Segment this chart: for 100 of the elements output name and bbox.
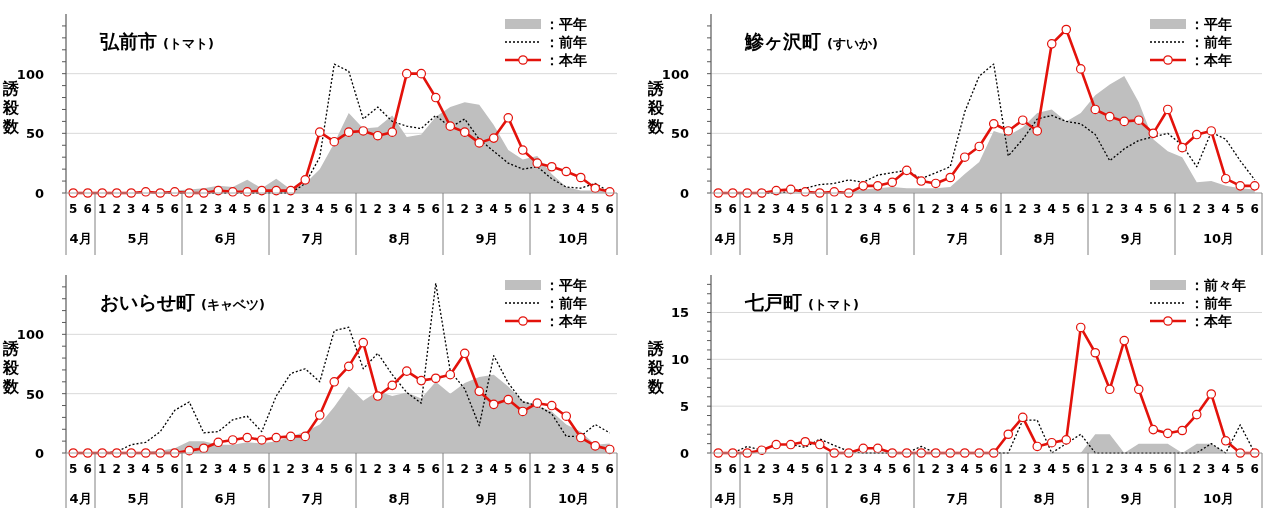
x-tick-label: 5 xyxy=(1062,462,1071,476)
y-tick-label: 0 xyxy=(34,446,44,461)
text: 8月 xyxy=(388,491,411,506)
text: (トマト) xyxy=(163,36,214,51)
x-tick-label: 5 xyxy=(243,462,252,476)
x-tick-label: 2 xyxy=(844,202,853,216)
point xyxy=(1061,24,1072,35)
point xyxy=(1017,412,1028,423)
point xyxy=(401,68,412,79)
x-tick-label: 2 xyxy=(199,202,208,216)
text: 9月 xyxy=(475,491,498,506)
text: (すいか) xyxy=(827,36,878,51)
x-tick-label: 2 xyxy=(112,202,121,216)
x-tick-label: 1 xyxy=(743,462,752,476)
text: 鰺ヶ沢町 xyxy=(744,30,821,52)
x-tick-label: 6 xyxy=(989,202,998,216)
x-tick-label: 4 xyxy=(1221,462,1230,476)
x-tick-label: 2 xyxy=(460,462,469,476)
x-tick-label: 4 xyxy=(141,462,150,476)
x-tick-label: 4 xyxy=(960,462,969,476)
text: 8月 xyxy=(1033,491,1056,506)
x-tick-label: 2 xyxy=(460,202,469,216)
text: 5月 xyxy=(772,231,795,246)
x-tick-label: 4 xyxy=(402,202,411,216)
x-tick-label: 1 xyxy=(359,202,368,216)
x-tick-label: 3 xyxy=(127,462,136,476)
x-tick-label: 1 xyxy=(1178,462,1187,476)
x-tick-label: 6 xyxy=(1250,202,1259,216)
x-tick-label: 3 xyxy=(301,462,310,476)
x-tick-label: 1 xyxy=(446,462,455,476)
x-tick-label: 3 xyxy=(127,202,136,216)
point xyxy=(1177,142,1188,153)
point xyxy=(974,141,985,152)
x-tick-label: 6 xyxy=(257,462,266,476)
point xyxy=(1119,116,1130,127)
point xyxy=(1003,126,1014,136)
point xyxy=(416,68,427,79)
point xyxy=(271,432,282,443)
x-tick-label: 3 xyxy=(562,462,571,476)
x-tick-label: 1 xyxy=(917,202,926,216)
x-tick-label: 5 xyxy=(69,202,78,216)
point xyxy=(213,437,224,448)
x-tick-label: 5 xyxy=(330,462,339,476)
point xyxy=(358,126,369,136)
point xyxy=(227,435,238,445)
x-tick-label: 2 xyxy=(1192,202,1201,216)
point xyxy=(1075,322,1086,333)
x-tick-label: 2 xyxy=(547,202,556,216)
point xyxy=(198,443,209,454)
x-tick-label: 3 xyxy=(214,202,223,216)
text: 7月 xyxy=(301,231,324,246)
x-tick-label: 1 xyxy=(533,202,542,216)
x-tick-label: 1 xyxy=(1004,462,1013,476)
point xyxy=(1148,128,1159,139)
x-tick-label: 1 xyxy=(830,202,839,216)
legend-label: ：平年 xyxy=(545,16,587,32)
text: 5月 xyxy=(772,491,795,506)
point xyxy=(343,127,354,137)
x-tick-label: 3 xyxy=(214,462,223,476)
x-tick-label: 3 xyxy=(475,462,484,476)
x-tick-label: 1 xyxy=(272,462,281,476)
x-tick-label: 1 xyxy=(359,462,368,476)
point xyxy=(1046,437,1057,448)
y-tick-label: 50 xyxy=(25,126,44,142)
x-tick-label: 2 xyxy=(757,462,766,476)
point xyxy=(590,183,601,194)
x-tick-label: 4 xyxy=(489,202,498,216)
point xyxy=(1249,181,1260,191)
point xyxy=(785,439,796,450)
x-tick-label: 4 xyxy=(786,462,795,476)
x-tick-label: 2 xyxy=(1105,202,1114,216)
x-tick-label: 3 xyxy=(1033,462,1042,476)
x-tick-label: 4 xyxy=(228,462,237,476)
point xyxy=(358,337,369,348)
point xyxy=(1162,428,1173,439)
legend-label: ：本年 xyxy=(545,52,587,68)
x-tick-label: 5 xyxy=(975,202,984,216)
x-tick-label: 6 xyxy=(605,462,614,476)
y-axis-title: 誘殺数 xyxy=(647,339,665,396)
x-tick-label: 4 xyxy=(228,202,237,216)
x-tick-label: 6 xyxy=(902,202,911,216)
text: 6月 xyxy=(214,231,237,246)
x-tick-label: 3 xyxy=(1207,462,1216,476)
x-tick-label: 1 xyxy=(533,462,542,476)
text: 七戸町 xyxy=(744,291,802,313)
x-tick-label: 3 xyxy=(1207,202,1216,216)
x-tick-label: 5 xyxy=(330,202,339,216)
x-tick-label: 5 xyxy=(417,462,426,476)
point xyxy=(1191,129,1202,140)
y-tick-label: 10 xyxy=(670,352,689,368)
y-tick-label: 15 xyxy=(670,305,689,321)
point xyxy=(300,431,311,442)
text: 6月 xyxy=(859,231,882,246)
x-tick-label: 4 xyxy=(576,462,585,476)
x-tick-label: 1 xyxy=(743,202,752,216)
x-tick-label: 5 xyxy=(1236,202,1245,216)
point xyxy=(945,172,956,183)
x-tick-label: 5 xyxy=(801,202,810,216)
x-tick-label: 2 xyxy=(1018,202,1027,216)
x-tick-label: 2 xyxy=(373,462,382,476)
